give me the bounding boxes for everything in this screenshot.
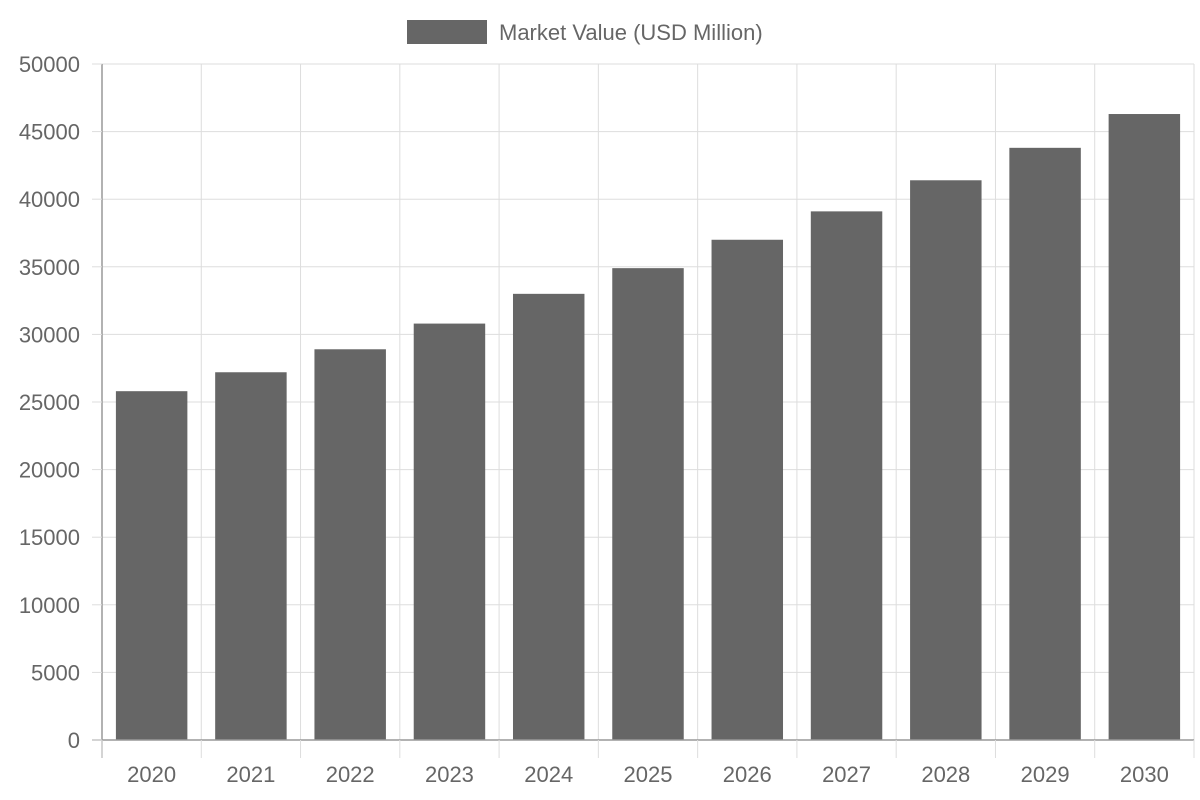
y-tick-label: 25000 (19, 390, 80, 415)
bar-2021[interactable] (215, 372, 287, 740)
x-tick-label: 2029 (1021, 762, 1070, 787)
y-tick-label: 45000 (19, 120, 80, 145)
bar-2029[interactable] (1009, 147, 1081, 741)
y-tick-label: 0 (68, 728, 80, 753)
x-tick-label: 2021 (226, 762, 275, 787)
y-tick-label: 30000 (19, 322, 80, 347)
bar-2027[interactable] (810, 211, 883, 741)
y-tick-label: 50000 (19, 52, 80, 77)
x-tick-label: 2022 (326, 762, 375, 787)
x-tick-label: 2030 (1120, 762, 1169, 787)
x-tick-label: 2027 (822, 762, 871, 787)
x-tick-label: 2020 (127, 762, 176, 787)
bar-2022[interactable] (314, 349, 386, 740)
axes (92, 64, 1194, 758)
x-axis-ticks: 2020 2021 2022 2023 2024 2025 2026 2027 2028 2029… (101, 740, 1195, 787)
legend-swatch[interactable] (407, 20, 487, 44)
legend[interactable]: Market Value (USD Million) (407, 20, 763, 45)
legend-label[interactable]: Market Value (USD Million) (499, 20, 763, 45)
bar-2023[interactable] (413, 323, 486, 740)
y-tick-label: 10000 (19, 593, 80, 618)
x-tick-label: 2025 (624, 762, 673, 787)
x-tick-label: 2024 (524, 762, 573, 787)
x-tick-label: 2028 (921, 762, 970, 787)
bar-2028[interactable] (910, 180, 982, 741)
y-axis-ticks: 0 5000 10000 15000 20000 25000 30000 35000 40000… (19, 52, 102, 753)
y-tick-label: 35000 (19, 255, 80, 280)
bar-2030[interactable] (1108, 114, 1181, 741)
bar-2025[interactable] (612, 268, 684, 740)
y-tick-label: 15000 (19, 525, 80, 550)
x-tick-label: 2023 (425, 762, 474, 787)
y-tick-label: 5000 (31, 660, 80, 685)
x-tick-label: 2026 (723, 762, 772, 787)
y-tick-label: 40000 (19, 187, 80, 212)
bar-2020[interactable] (115, 391, 188, 740)
y-tick-label: 20000 (19, 458, 80, 483)
bar-2026[interactable] (711, 239, 784, 740)
bars (115, 114, 1181, 741)
bar-2024[interactable] (512, 293, 585, 740)
